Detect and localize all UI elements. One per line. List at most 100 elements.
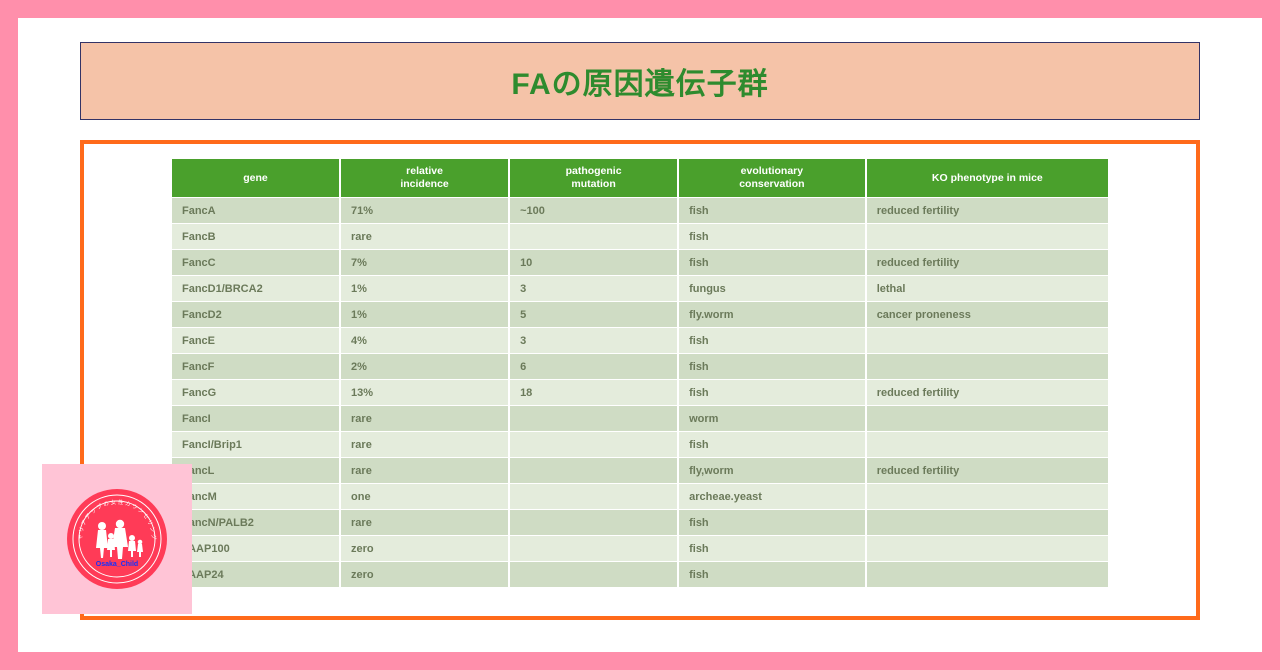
table-row: FancC7%10fishreduced fertility: [172, 250, 1108, 275]
gene-table: gene relativeincidence pathogenicmutatio…: [170, 158, 1110, 588]
table-cell: [867, 328, 1108, 353]
table-cell: FancG: [172, 380, 339, 405]
table-cell: rare: [341, 432, 508, 457]
table-cell: rare: [341, 458, 508, 483]
table-cell: [867, 510, 1108, 535]
table-cell: 3: [510, 276, 677, 301]
col-conservation-l1: evolutionaryconservation: [739, 165, 804, 190]
table-cell: FancA: [172, 198, 339, 223]
table-cell: [867, 224, 1108, 249]
col-incidence-l1: relativeincidence: [400, 165, 448, 190]
table-row: FancBrare fish: [172, 224, 1108, 249]
table-cell: [867, 562, 1108, 587]
table-cell: 71%: [341, 198, 508, 223]
table-cell: FancC: [172, 250, 339, 275]
table-row: FancIrare worm: [172, 406, 1108, 431]
table-cell: fish: [679, 380, 865, 405]
table-row: FancLrarefly,wormreduced fertility: [172, 458, 1108, 483]
table-cell: 5: [510, 302, 677, 327]
col-gene: gene: [172, 159, 339, 197]
table-cell: archeae.yeast: [679, 484, 865, 509]
table-cell: 10: [510, 250, 677, 275]
logo-icon: ・ キ ャ リ ア ア ッ プ の 女 性 カ ウ ン セ リ ン グ 専 門: [62, 484, 172, 594]
table-cell: [510, 484, 677, 509]
table-cell: 18: [510, 380, 677, 405]
table-cell: 2%: [341, 354, 508, 379]
table-row: FancF2%6fish: [172, 354, 1108, 379]
title-banner: FAの原因遺伝子群: [80, 42, 1200, 120]
table-row: FAAP24zerofish: [172, 562, 1108, 587]
col-ko: KO phenotype in mice: [867, 159, 1108, 197]
table-cell: 1%: [341, 276, 508, 301]
col-mutation: pathogenicmutation: [510, 159, 677, 197]
table-cell: cancer proneness: [867, 302, 1108, 327]
slide-card: FAの原因遺伝子群 gene relativeincidence pathoge…: [18, 18, 1262, 652]
col-incidence: relativeincidence: [341, 159, 508, 197]
table-cell: one: [341, 484, 508, 509]
logo-label: Osaka_Child: [96, 561, 138, 568]
table-body: FancA71%~100fishreduced fertilityFancBra…: [172, 198, 1108, 587]
table-cell: [867, 484, 1108, 509]
col-mutation-l1: pathogenicmutation: [566, 165, 622, 190]
table-cell: fish: [679, 432, 865, 457]
table-container: gene relativeincidence pathogenicmutatio…: [170, 158, 1110, 588]
table-cell: fish: [679, 250, 865, 275]
logo-badge: ・ キ ャ リ ア ア ッ プ の 女 性 カ ウ ン セ リ ン グ 専 門: [42, 464, 192, 614]
table-cell: FancM: [172, 484, 339, 509]
table-cell: 13%: [341, 380, 508, 405]
table-cell: [867, 432, 1108, 457]
table-cell: fungus: [679, 276, 865, 301]
table-cell: [510, 432, 677, 457]
table-cell: fish: [679, 224, 865, 249]
table-cell: FancF: [172, 354, 339, 379]
table-cell: FancD1/BRCA2: [172, 276, 339, 301]
table-cell: [867, 406, 1108, 431]
table-row: FancD1/BRCA21%3funguslethal: [172, 276, 1108, 301]
table-cell: fish: [679, 536, 865, 561]
table-row: FancI/Brip1rare fish: [172, 432, 1108, 457]
table-cell: 6: [510, 354, 677, 379]
table-cell: rare: [341, 224, 508, 249]
table-cell: reduced fertility: [867, 198, 1108, 223]
table-cell: FancI/Brip1: [172, 432, 339, 457]
table-header-row: gene relativeincidence pathogenicmutatio…: [172, 159, 1108, 197]
table-cell: FancB: [172, 224, 339, 249]
table-row: FancMone archeae.yeast: [172, 484, 1108, 509]
table-cell: [510, 510, 677, 535]
table-cell: FancN/PALB2: [172, 510, 339, 535]
table-cell: lethal: [867, 276, 1108, 301]
table-cell: fish: [679, 510, 865, 535]
table-cell: 7%: [341, 250, 508, 275]
table-cell: [510, 536, 677, 561]
page-title: FAの原因遺伝子群: [511, 59, 768, 103]
table-cell: reduced fertility: [867, 250, 1108, 275]
table-cell: reduced fertility: [867, 380, 1108, 405]
col-conservation: evolutionaryconservation: [679, 159, 865, 197]
table-cell: fish: [679, 562, 865, 587]
table-frame: gene relativeincidence pathogenicmutatio…: [80, 140, 1200, 620]
table-row: FancA71%~100fishreduced fertility: [172, 198, 1108, 223]
table-cell: rare: [341, 406, 508, 431]
table-cell: FancI: [172, 406, 339, 431]
table-cell: [510, 406, 677, 431]
table-cell: worm: [679, 406, 865, 431]
table-cell: fly.worm: [679, 302, 865, 327]
table-cell: 1%: [341, 302, 508, 327]
table-cell: FancL: [172, 458, 339, 483]
table-cell: reduced fertility: [867, 458, 1108, 483]
table-cell: fish: [679, 198, 865, 223]
table-cell: 3: [510, 328, 677, 353]
table-cell: [867, 354, 1108, 379]
table-cell: zero: [341, 536, 508, 561]
table-cell: FAAP100: [172, 536, 339, 561]
table-cell: 4%: [341, 328, 508, 353]
table-cell: FancE: [172, 328, 339, 353]
table-cell: FAAP24: [172, 562, 339, 587]
table-cell: ~100: [510, 198, 677, 223]
table-row: FAAP100zero fish: [172, 536, 1108, 561]
table-cell: fish: [679, 354, 865, 379]
table-cell: [510, 224, 677, 249]
table-head: gene relativeincidence pathogenicmutatio…: [172, 159, 1108, 197]
table-row: FancD21%5fly.wormcancer proneness: [172, 302, 1108, 327]
table-row: FancN/PALB2rarefish: [172, 510, 1108, 535]
